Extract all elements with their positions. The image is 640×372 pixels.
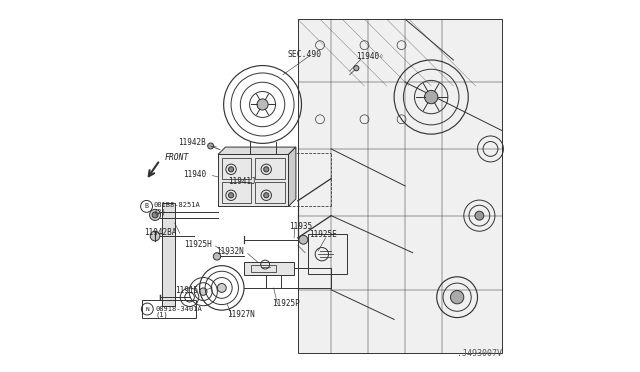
Polygon shape: [289, 147, 296, 206]
Text: 08918-3401A: 08918-3401A: [155, 306, 202, 312]
Text: 11915: 11915: [175, 286, 198, 295]
Text: B: B: [145, 203, 148, 209]
Text: 11925E: 11925E: [310, 230, 337, 240]
Circle shape: [152, 212, 158, 218]
Circle shape: [257, 99, 268, 110]
Text: 11942B: 11942B: [178, 138, 206, 147]
Bar: [308, 234, 347, 274]
Circle shape: [213, 253, 221, 260]
Polygon shape: [218, 147, 296, 154]
Text: (2): (2): [154, 209, 166, 215]
Circle shape: [228, 193, 234, 198]
Text: 11941J: 11941J: [228, 177, 256, 186]
Bar: [255, 182, 285, 203]
Circle shape: [424, 90, 438, 104]
Text: 11940: 11940: [183, 170, 206, 179]
Circle shape: [150, 209, 161, 221]
Text: 11942BA: 11942BA: [144, 228, 176, 237]
Circle shape: [200, 288, 207, 295]
Text: SEC.490: SEC.490: [287, 50, 321, 59]
Bar: [252, 264, 276, 272]
Circle shape: [354, 65, 359, 71]
Polygon shape: [163, 203, 175, 307]
Circle shape: [208, 143, 214, 149]
Text: 081B8-8251A: 081B8-8251A: [154, 202, 201, 208]
Circle shape: [299, 235, 308, 244]
Text: 11925H: 11925H: [184, 240, 212, 249]
Circle shape: [218, 283, 226, 292]
Bar: [222, 182, 252, 203]
Text: 11935: 11935: [290, 221, 313, 231]
Circle shape: [264, 167, 269, 172]
Text: .J493007V: .J493007V: [457, 349, 502, 358]
Bar: [255, 158, 285, 179]
Circle shape: [451, 291, 464, 304]
Text: FRONT: FRONT: [165, 153, 189, 161]
Circle shape: [228, 167, 234, 172]
Text: 11927N: 11927N: [227, 311, 255, 320]
Text: N: N: [145, 307, 149, 311]
Circle shape: [150, 231, 160, 241]
Text: 11932N: 11932N: [216, 247, 244, 256]
Text: (1): (1): [155, 312, 168, 318]
Polygon shape: [244, 262, 294, 275]
Polygon shape: [298, 19, 502, 353]
Circle shape: [264, 193, 269, 198]
Polygon shape: [218, 154, 289, 206]
Bar: [142, 300, 196, 318]
Circle shape: [475, 211, 484, 220]
Text: 11940◦: 11940◦: [356, 52, 384, 61]
Text: 11925P: 11925P: [272, 299, 300, 308]
Bar: [222, 158, 252, 179]
